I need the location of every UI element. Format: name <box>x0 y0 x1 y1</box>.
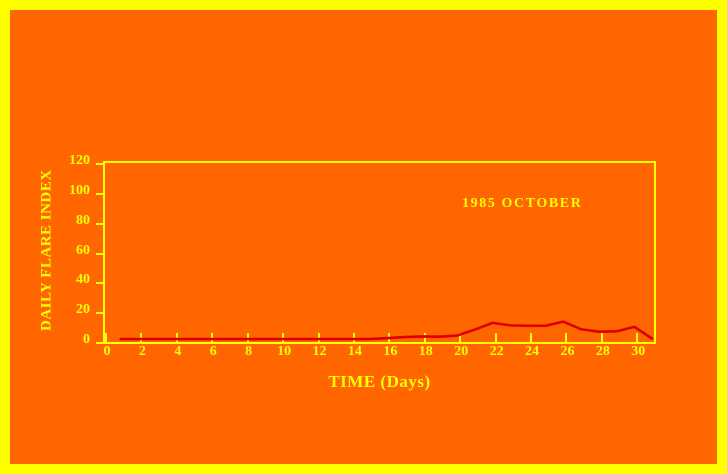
x-axis-tick: 0 <box>104 333 111 359</box>
y-axis-tick: 80 <box>76 213 105 227</box>
x-axis-tick: 20 <box>454 333 468 359</box>
x-axis-title: TIME (Days) <box>328 372 431 391</box>
x-axis-tick-label: 26 <box>560 344 575 359</box>
y-axis-tick-label: 60 <box>76 242 90 258</box>
y-axis-tick-label: 100 <box>69 182 90 198</box>
x-axis-tick-label: 16 <box>383 344 398 359</box>
y-axis-tick: 100 <box>69 183 105 197</box>
y-axis-tick-label: 20 <box>76 302 90 318</box>
x-axis-tick: 22 <box>490 333 504 359</box>
y-axis-tick-label: 40 <box>76 272 90 288</box>
x-axis-tick-label: 20 <box>454 344 469 359</box>
x-axis-tick: 10 <box>277 333 291 359</box>
y-axis-tick-label: 120 <box>69 153 90 168</box>
x-axis-tick: 12 <box>313 333 327 359</box>
x-axis-tick: 30 <box>631 333 645 359</box>
x-axis-tick-label: 6 <box>209 344 217 359</box>
y-axis-tick: 120 <box>69 154 105 168</box>
y-axis-tick: 0 <box>83 333 105 347</box>
x-axis-tick-label: 14 <box>347 344 362 359</box>
x-axis-tick: 24 <box>525 333 539 359</box>
plot-background: DAILY FLARE INDEX 0 20 40 60 80 100 120 0 2 4 6 8 10… <box>10 10 717 464</box>
y-axis-tick: 20 <box>76 303 105 317</box>
x-axis-tick-label: 28 <box>595 344 610 359</box>
x-axis-tick: 18 <box>419 333 433 359</box>
x-axis-tick-label: 18 <box>418 344 433 359</box>
x-axis-tick-label: 22 <box>489 344 504 359</box>
y-axis-tick-label: 0 <box>83 332 90 347</box>
x-axis-tick: 6 <box>210 333 217 359</box>
x-axis-tick: 14 <box>348 333 362 359</box>
chart-title: 1985 OCTOBER <box>462 196 583 211</box>
x-axis-tick-label: 12 <box>312 344 327 359</box>
x-axis-tick: 2 <box>139 333 146 359</box>
x-axis-tick-label: 8 <box>245 344 253 359</box>
y-axis-tick-label: 80 <box>76 212 90 228</box>
x-axis-tick: 16 <box>383 333 397 359</box>
y-axis-tick: 40 <box>76 273 105 287</box>
x-axis-tick-label: 0 <box>103 344 111 359</box>
y-axis-title: DAILY FLARE INDEX <box>38 169 55 332</box>
x-axis-tick-label: 24 <box>525 344 540 359</box>
axes-frame: 0 20 40 60 80 100 120 0 2 4 6 8 10 12 14 16 18 20 22 24 26 28… <box>69 154 656 359</box>
x-axis-tick-label: 4 <box>174 344 182 359</box>
x-axis-tick-label: 10 <box>277 344 292 359</box>
x-axis-tick-label: 2 <box>138 344 146 359</box>
x-axis-tick: 4 <box>174 333 181 359</box>
x-axis-tick-label: 30 <box>631 344 646 359</box>
x-axis-tick: 8 <box>245 333 252 359</box>
y-axis-tick: 60 <box>76 243 105 257</box>
x-axis-tick: 28 <box>596 333 610 359</box>
x-axis-tick: 26 <box>560 333 574 359</box>
